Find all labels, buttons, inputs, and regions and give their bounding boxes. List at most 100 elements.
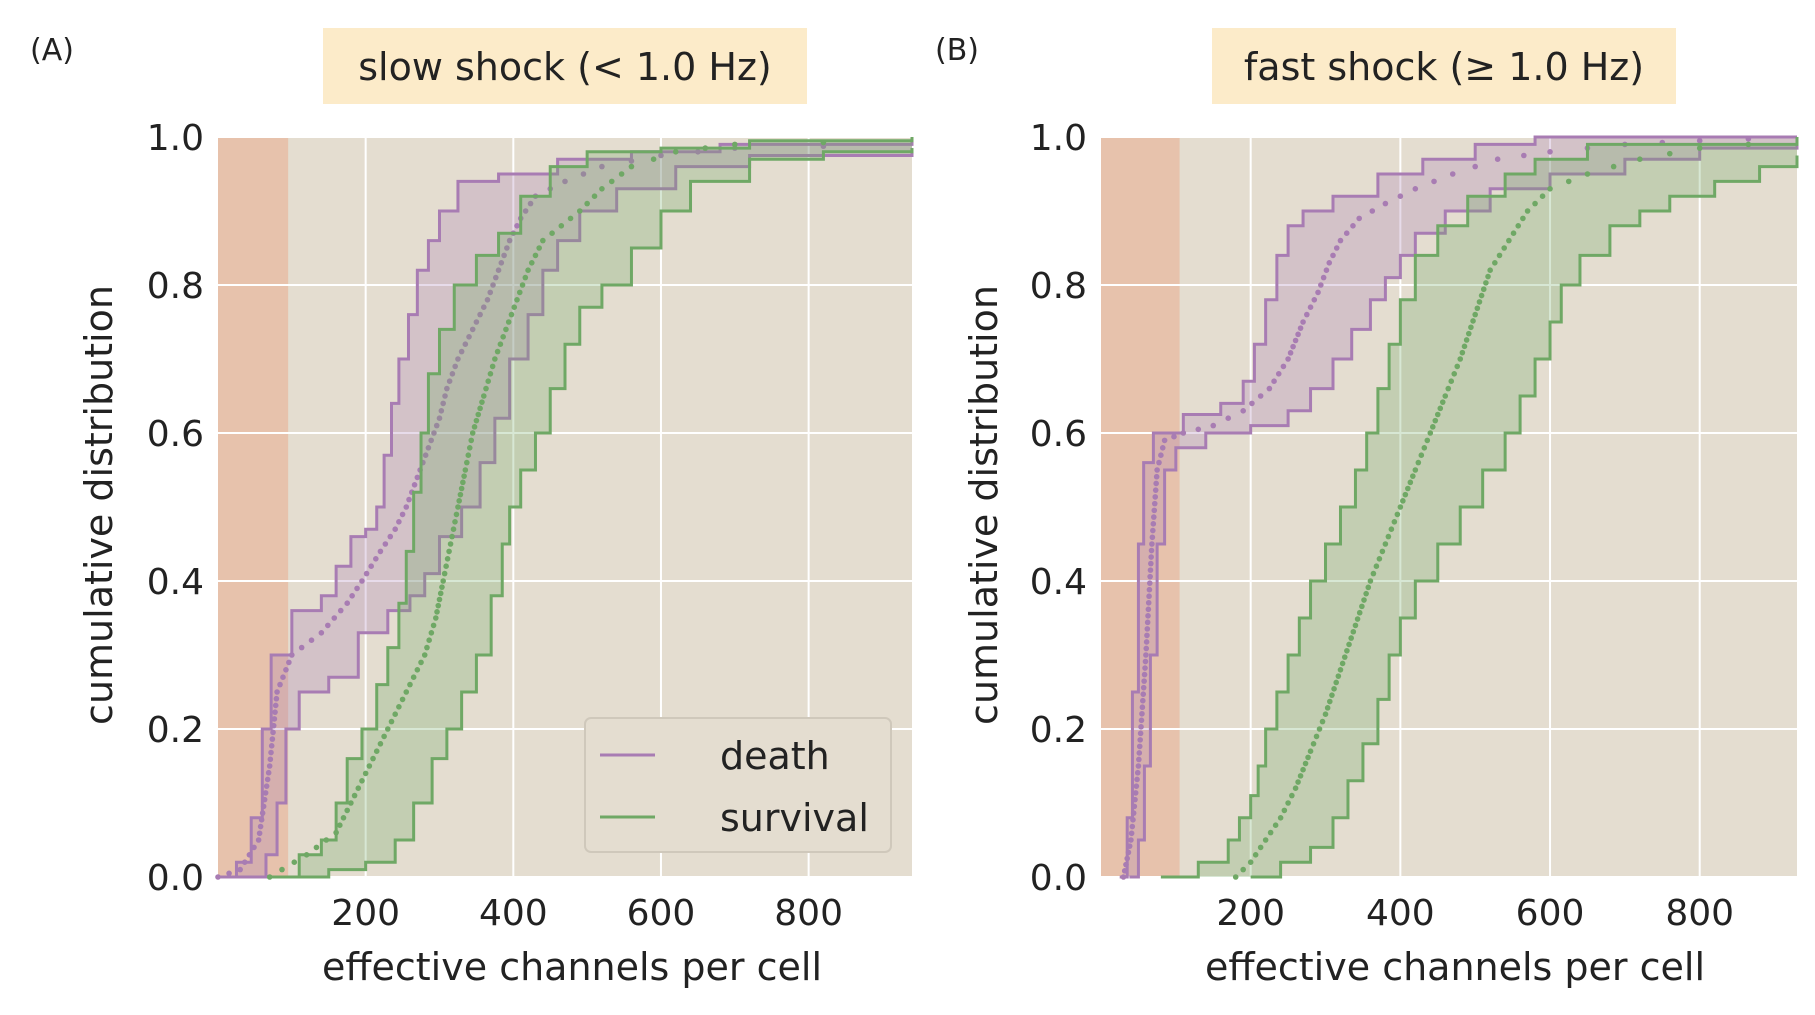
survival-median-point — [333, 829, 339, 836]
death-median-point — [1148, 547, 1155, 554]
survival-median-point — [1307, 748, 1314, 754]
survival-median-point — [1335, 673, 1342, 679]
survival-median-point — [1310, 741, 1317, 747]
survival-median-point — [291, 859, 298, 865]
survival-median-point — [460, 479, 466, 486]
death-median-point — [268, 743, 275, 749]
death-median-point — [1315, 289, 1321, 296]
survival-median-point — [377, 741, 384, 747]
death-median-point — [261, 796, 268, 803]
death-median-point — [495, 267, 502, 274]
death-median-point — [1147, 567, 1154, 573]
death-median-point — [1161, 437, 1168, 444]
death-median-point — [1145, 613, 1151, 619]
death-median-point — [411, 482, 418, 488]
death-median-point — [1297, 325, 1304, 331]
death-median-point — [431, 430, 437, 436]
death-median-point — [269, 736, 276, 742]
survival-median-point — [1385, 533, 1392, 540]
death-median-point — [1295, 331, 1301, 338]
y-tick-label: 0.0 — [1030, 858, 1087, 899]
death-median-point — [484, 297, 491, 303]
death-median-point — [1290, 343, 1296, 350]
death-median-point — [272, 709, 278, 715]
survival-median-point — [407, 681, 413, 688]
survival-median-point — [471, 424, 478, 430]
death-median-point — [337, 607, 344, 614]
death-median-point — [492, 274, 499, 281]
survival-median-point — [348, 800, 354, 806]
survival-median-point — [444, 556, 451, 562]
survival-median-point — [1506, 237, 1512, 244]
survival-median-point — [1424, 437, 1431, 444]
y-tick-label: 0.8 — [1030, 266, 1087, 307]
survival-median-point — [465, 452, 472, 459]
panel-b-y-axis-label: cumulative distribution — [962, 285, 1006, 725]
survival-median-point — [508, 311, 515, 318]
death-median-point — [1121, 868, 1128, 874]
death-median-point — [480, 304, 487, 311]
survival-median-point — [436, 596, 443, 603]
survival-median-point — [344, 807, 351, 814]
death-median-point — [1156, 459, 1162, 466]
death-median-point — [436, 415, 443, 422]
death-median-point — [272, 702, 279, 709]
death-upper-line — [1119, 135, 1797, 879]
survival-median-point — [608, 178, 615, 185]
death-median-point — [1140, 684, 1147, 691]
x-tick-label: 800 — [774, 893, 843, 934]
death-median-point — [308, 637, 315, 643]
survival-median-point — [511, 304, 518, 311]
survival-median-point — [1457, 356, 1464, 362]
survival-median-point — [1295, 779, 1301, 785]
survival-median-point — [1402, 491, 1409, 498]
death-median-point — [399, 511, 406, 518]
death-median-point — [1397, 193, 1404, 199]
death-median-point — [256, 830, 263, 837]
survival-median-point — [1442, 393, 1449, 399]
survival-upper-line — [269, 137, 914, 879]
x-tick-label: 600 — [1516, 893, 1585, 934]
survival-median-point — [464, 459, 470, 466]
death-median-point — [452, 363, 458, 370]
survival-median-point — [1524, 208, 1531, 214]
survival-median-point — [441, 570, 448, 577]
survival-median-point — [1439, 399, 1446, 405]
death-median-point — [428, 437, 434, 444]
survival-median-point — [388, 718, 395, 725]
survival-median-point — [477, 405, 483, 412]
survival-median-point — [457, 491, 464, 498]
death-median-point — [263, 783, 270, 789]
death-median-point — [473, 319, 480, 325]
death-median-point — [1412, 186, 1419, 192]
survival-median-point — [458, 485, 465, 492]
survival-median-point — [362, 770, 369, 777]
survival-median-point — [1292, 785, 1299, 791]
survival-median-point — [1319, 718, 1326, 725]
death-median-point — [1138, 717, 1145, 724]
death-median-point — [1494, 156, 1501, 162]
x-tick-label: 800 — [1665, 893, 1734, 934]
survival-median-point — [1480, 286, 1487, 293]
death-median-point — [1137, 737, 1143, 743]
death-median-point — [1350, 223, 1356, 229]
survival-median-point — [1470, 318, 1476, 324]
plot-background — [1101, 137, 1797, 877]
survival-median-point — [434, 609, 440, 615]
death-median-point — [1132, 796, 1138, 803]
death-median-point — [283, 667, 289, 673]
survival-median-point — [503, 326, 509, 333]
survival-median-point — [453, 511, 460, 518]
death-median-point — [1145, 599, 1152, 606]
death-median-point — [446, 378, 453, 385]
survival-median-point — [1696, 145, 1703, 151]
survival-median-point — [516, 289, 523, 296]
death-median-point — [422, 452, 429, 459]
death-median-point — [1330, 252, 1336, 259]
death-median-point — [264, 776, 271, 783]
survival-median-point — [414, 667, 421, 673]
shaded-region — [218, 137, 289, 877]
death-median-point — [1304, 311, 1310, 318]
survival-median-point — [500, 334, 506, 340]
death-median-point — [1142, 665, 1148, 671]
